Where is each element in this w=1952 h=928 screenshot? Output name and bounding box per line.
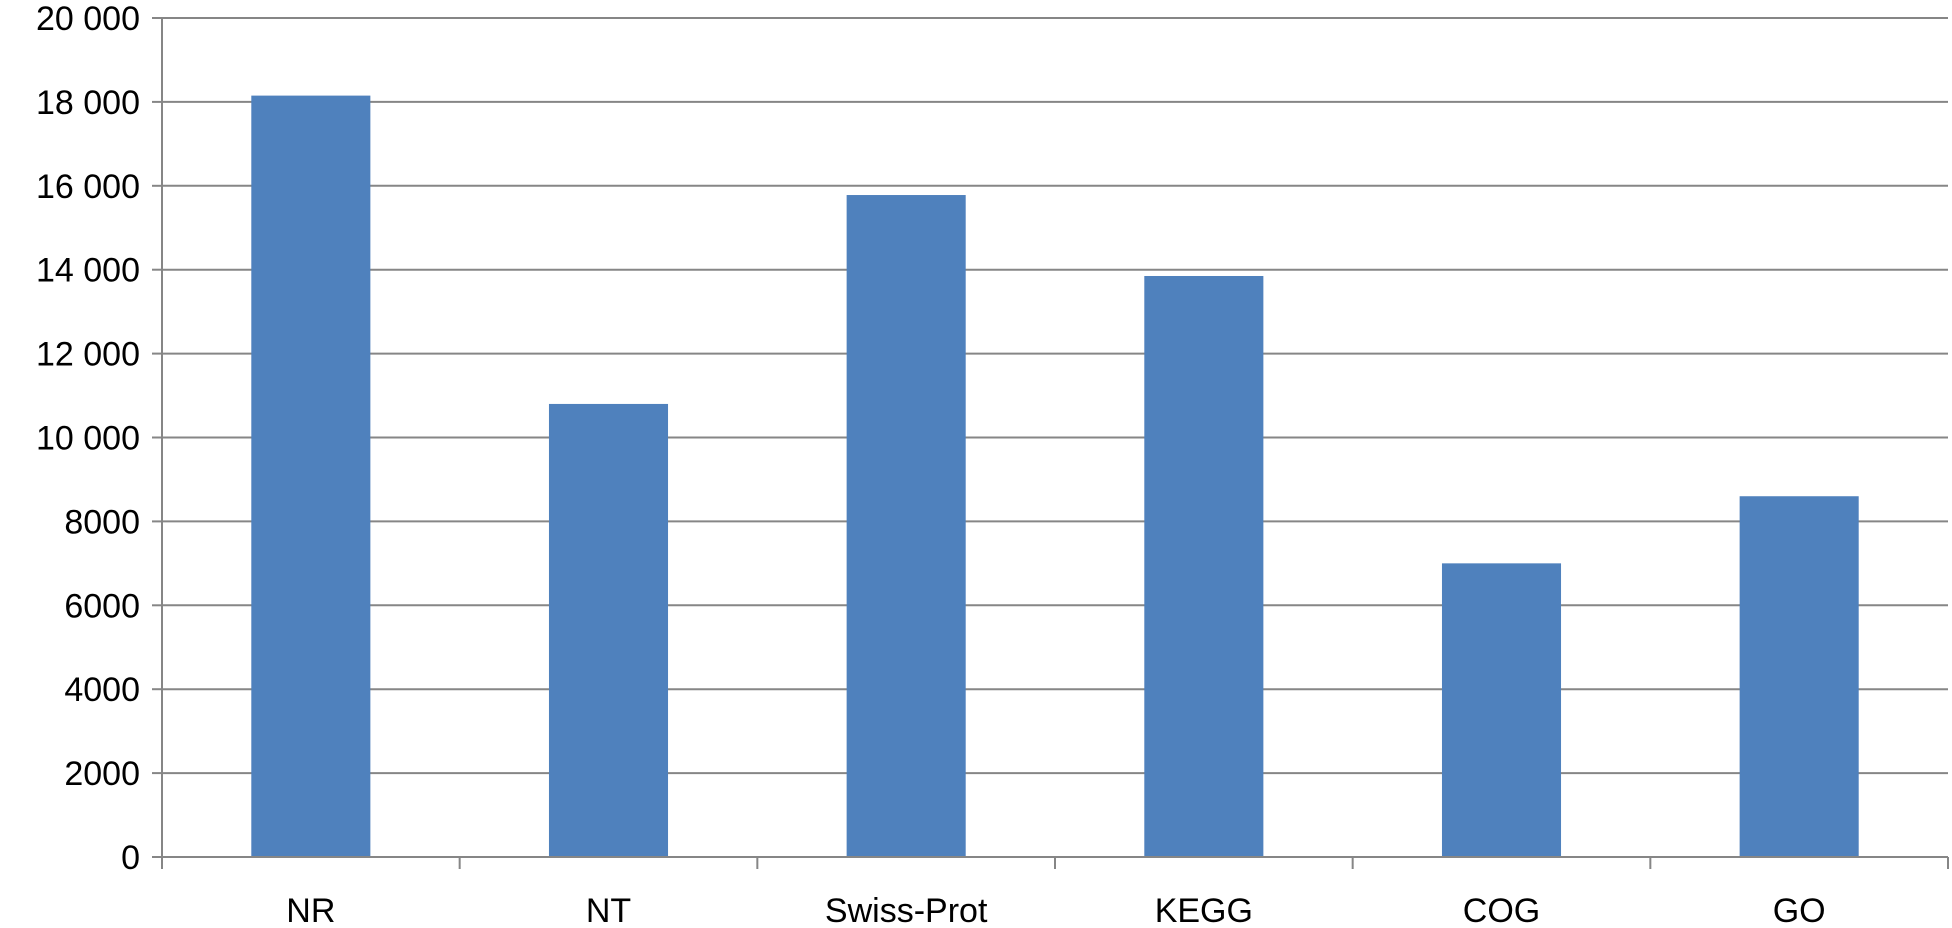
bar-cog: [1441, 563, 1562, 857]
x-tick-label: KEGG: [1155, 892, 1253, 928]
x-tick-labels: NR NT Swiss-Prot KEGG COG GO: [286, 892, 1825, 928]
bar-nr: [251, 95, 371, 858]
y-tick-label: 20 000: [36, 0, 140, 38]
bar-kegg: [1144, 275, 1264, 857]
bars: [251, 95, 1859, 858]
y-tick-label: 2000: [64, 755, 140, 793]
y-tick-label: 4000: [64, 671, 140, 709]
x-tick-label: COG: [1463, 892, 1540, 928]
x-tick-label: Swiss-Prot: [825, 892, 988, 928]
y-tick-label: 0: [121, 839, 140, 877]
y-tick-labels: 0 2000 4000 6000 8000 10 000 12 000 14 000 16 00…: [36, 0, 140, 877]
bar-go: [1739, 496, 1859, 857]
y-tick-label: 12 000: [36, 336, 140, 374]
y-tick-label: 16 000: [36, 168, 140, 206]
bar-nt: [548, 403, 669, 857]
y-tick-label: 18 000: [36, 84, 140, 122]
y-tick-label: 14 000: [36, 252, 140, 290]
y-tick-label: 10 000: [36, 420, 140, 458]
y-tick-label: 8000: [64, 503, 140, 541]
y-tick-label: 6000: [64, 587, 140, 625]
gridlines: [162, 17, 1948, 775]
x-tick-label: NR: [286, 892, 335, 928]
x-tick-label: NT: [586, 892, 631, 928]
x-tick-label: GO: [1773, 892, 1826, 928]
axes: [152, 17, 1949, 869]
bar-swiss-prot: [846, 195, 966, 858]
